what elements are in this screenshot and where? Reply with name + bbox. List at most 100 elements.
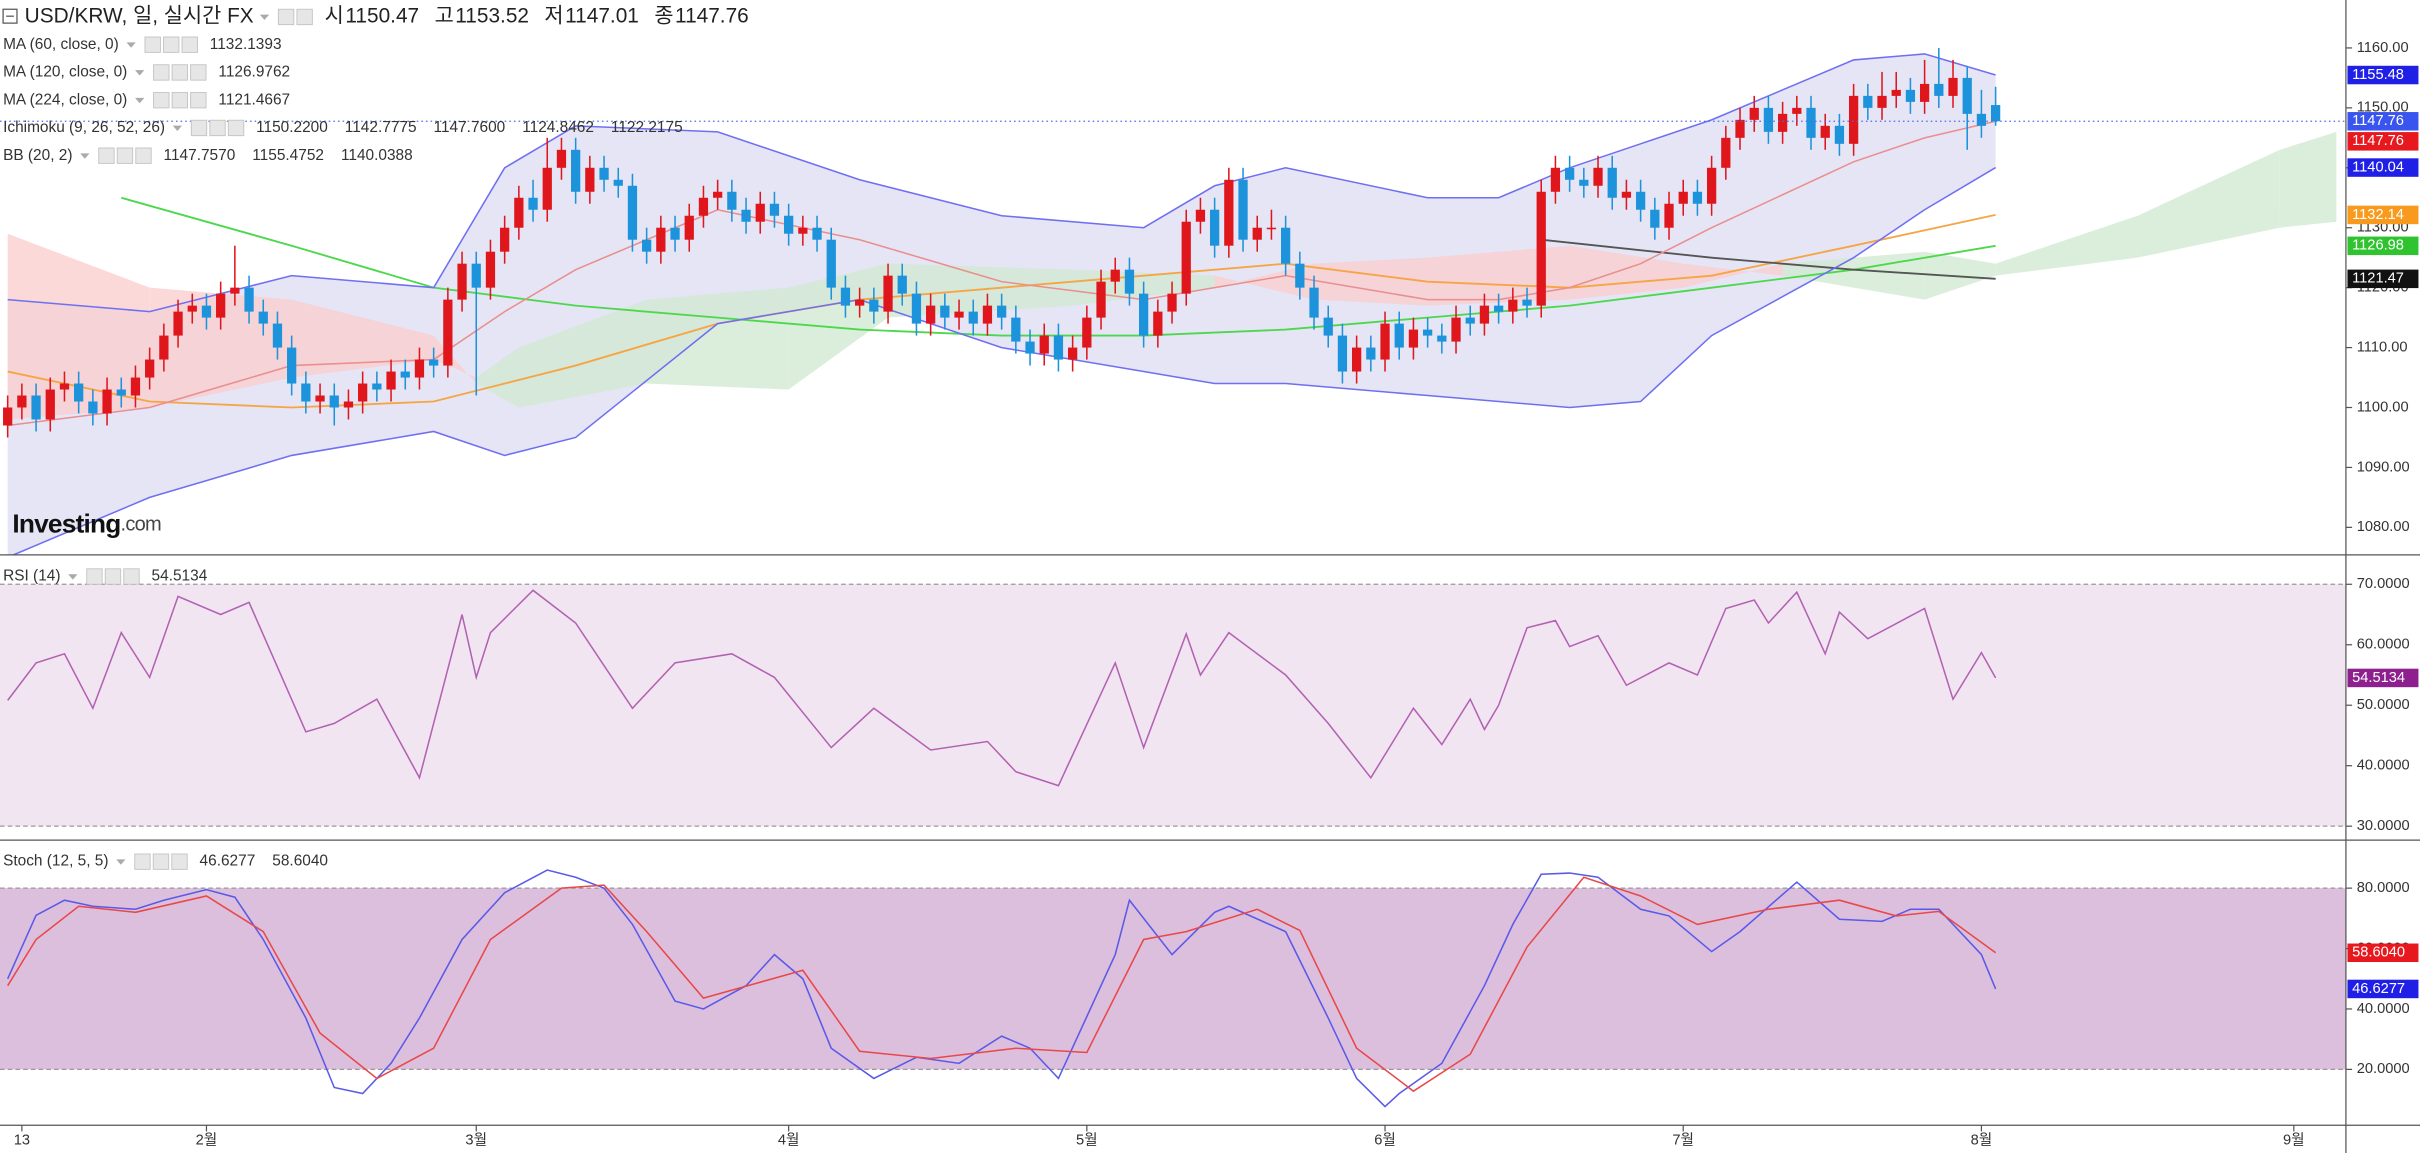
candle-body [1025, 341, 1035, 354]
brand: Investing.com [12, 509, 161, 539]
candle-body [1224, 179, 1234, 246]
candle-body [1550, 167, 1561, 192]
x-tick-label: 8월 [1971, 1132, 1993, 1149]
price-tag [2347, 112, 2419, 131]
dropdown-caret [259, 14, 270, 21]
y-tick-label: 20.0000 [2357, 1061, 2410, 1077]
x-tick-label: 3월 [465, 1132, 487, 1149]
y-tick-label: 1080.00 [2357, 519, 2410, 535]
candle-body [272, 323, 283, 348]
candle-body [187, 305, 197, 312]
candle-body [130, 377, 141, 396]
candle-body [1976, 113, 1987, 126]
moving-average [1541, 238, 1996, 280]
candle-body [1863, 95, 1873, 108]
candle-body [159, 335, 169, 360]
price-tag [2347, 668, 2419, 688]
collapse-icon [2, 8, 18, 24]
price-tag [2347, 158, 2419, 177]
price-tag [2347, 979, 2419, 999]
candle-body [1664, 203, 1674, 228]
y-tick-label: 50.0000 [2357, 697, 2410, 713]
price-tag-label: 1126.98 [2352, 238, 2404, 254]
candle-body [1352, 347, 1362, 372]
candle-body [642, 239, 652, 252]
candle-body [1238, 179, 1248, 240]
candle-body [500, 227, 510, 252]
candle-body [1792, 107, 1802, 114]
ichimoku-cloud [7, 233, 150, 420]
candle-body [429, 359, 439, 366]
candle-body [1948, 77, 1958, 96]
indicator-band [0, 584, 2346, 827]
y-tick-label: 1110.00 [2357, 339, 2408, 355]
bb-upper [7, 53, 1996, 313]
ichimoku-cloud [518, 299, 647, 408]
legend-value: 1150.2200 [256, 119, 328, 136]
candle-body [1735, 119, 1745, 138]
ohlc-value: 1147.76 [675, 4, 749, 27]
ichimoku-cloud [476, 347, 519, 408]
candle-body [684, 215, 694, 240]
candle-body [1962, 77, 1972, 114]
price-tag [2347, 132, 2419, 151]
candle-body [1252, 227, 1262, 240]
candle-body [1621, 191, 1632, 198]
candle-body [1820, 125, 1830, 138]
ohlc-value: 1150.47 [345, 4, 419, 27]
brand-suffix: .com [121, 514, 161, 536]
ohlc-label: 시 [325, 4, 344, 27]
y-tick-label: 60.0000 [2357, 637, 2410, 653]
ichimoku-cloud [2279, 131, 2337, 228]
bb-lower [11, 166, 1997, 555]
candle-body [1607, 167, 1617, 198]
candle-body [145, 359, 155, 378]
visibility-icon [171, 64, 188, 81]
candle-body [1522, 299, 1532, 306]
price-tag-label: 1155.48 [2352, 67, 2404, 83]
candle-body [1593, 167, 1603, 186]
y-tick-label: 1100.00 [2357, 399, 2409, 415]
candle-body [3, 407, 13, 426]
candle-body [997, 305, 1007, 318]
y-tick-label: 70.0000 [2357, 576, 2410, 592]
ohlc-value: 1147.01 [565, 4, 639, 27]
candle-body [855, 299, 865, 306]
chart-title: USD/KRW, 일, 실시간 FX [25, 4, 254, 27]
price-tag-label: 58.6040 [2352, 945, 2405, 961]
remove-icon [190, 64, 207, 81]
dropdown-caret [126, 42, 136, 48]
candle-body [1366, 347, 1376, 360]
candle-body [1905, 89, 1916, 102]
candle-body [713, 191, 723, 198]
candle-body [457, 263, 467, 300]
remove-icon [123, 568, 140, 585]
candle-body [1579, 179, 1589, 186]
candle-body [258, 311, 268, 324]
candle-body [230, 287, 240, 294]
candle-body [88, 401, 98, 414]
remove-icon [171, 853, 188, 870]
legend-value: 1122.2175 [611, 119, 683, 136]
legend-value: 1142.7775 [345, 119, 417, 136]
candle-body [443, 299, 453, 366]
candle-body [45, 389, 55, 420]
candle-body [31, 395, 41, 420]
price-tag-label: 1140.04 [2352, 159, 2404, 175]
indicator-band [0, 888, 2346, 1070]
dropdown-caret [116, 859, 126, 865]
legend-value: 46.6277 [200, 853, 256, 870]
settings-icon [153, 64, 170, 81]
candle-body [1323, 317, 1333, 336]
candle-body [1110, 269, 1120, 282]
ichimoku-cloud [2137, 149, 2280, 258]
candle-body [1337, 335, 1348, 372]
price-tag [2347, 943, 2419, 963]
price-tag-label: 1132.14 [2352, 207, 2404, 223]
candle-body [1465, 317, 1475, 324]
x-tick-label: 9월 [2283, 1132, 2305, 1149]
candle-body [1210, 209, 1220, 246]
candle-body [585, 167, 595, 192]
candle-body [216, 293, 226, 318]
